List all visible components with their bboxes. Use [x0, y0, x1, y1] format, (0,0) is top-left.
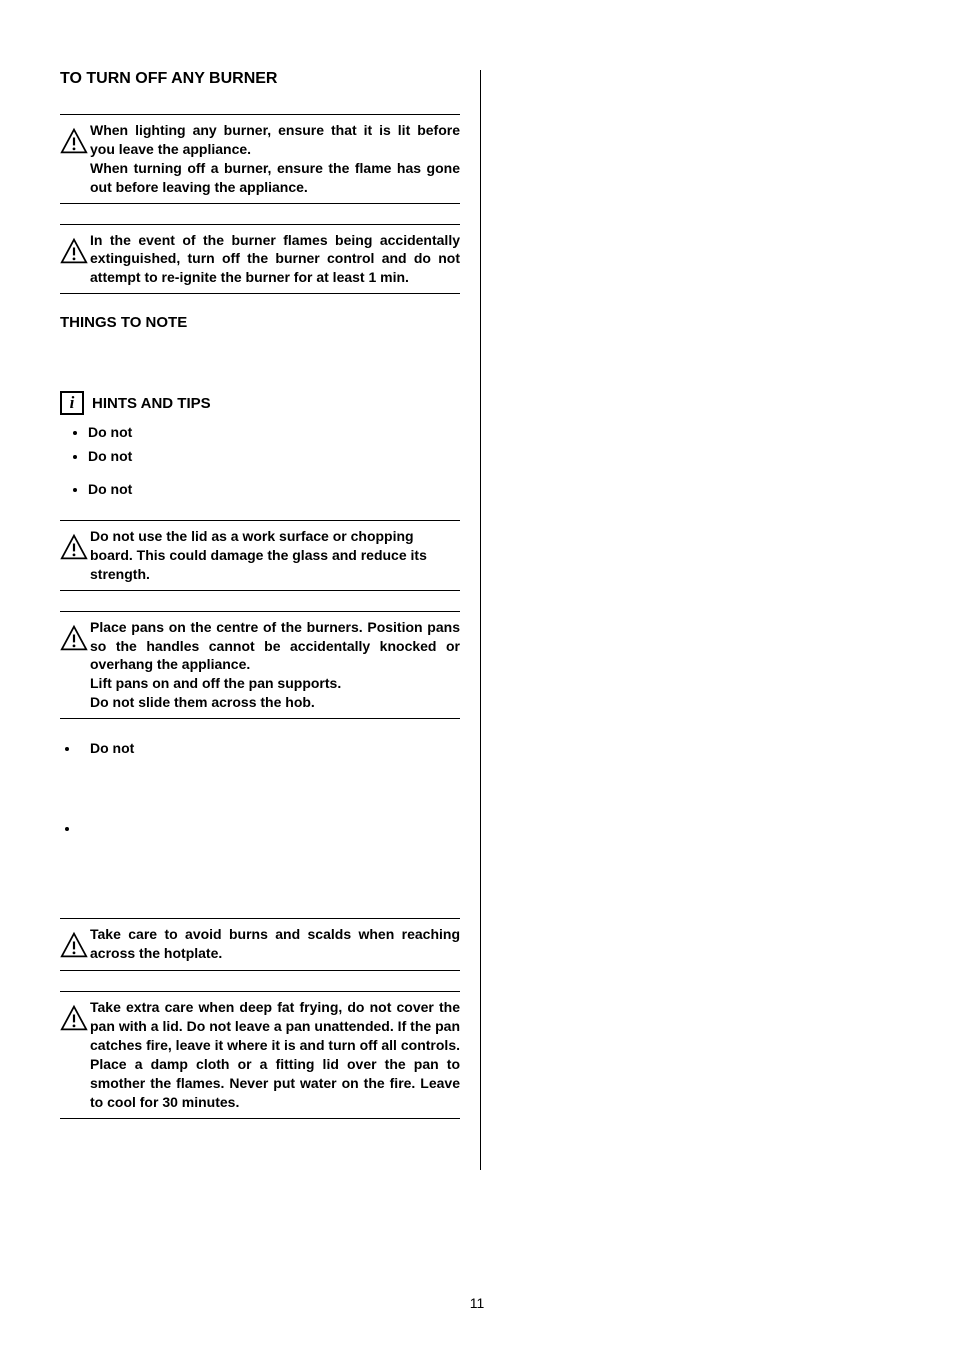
list-item	[80, 819, 460, 839]
warning-triangle-icon	[60, 121, 90, 160]
list-item: Do not	[88, 480, 460, 500]
info-icon: i	[60, 391, 84, 415]
list-item: Do not	[88, 447, 460, 467]
warning-box-lighting: When lighting any burner, ensure that it…	[60, 114, 460, 204]
warning-box-burns: Take care to avoid burns and scalds when…	[60, 918, 460, 971]
right-column	[480, 70, 880, 1170]
section-title-things-to-note: THINGS TO NOTE	[60, 314, 460, 331]
warning-text: Take care to avoid burns and scalds when…	[90, 925, 460, 963]
page: TO TURN OFF ANY BURNER When lighting any…	[0, 0, 954, 1351]
hints-list-top: Do not Do not	[60, 423, 460, 466]
warning-text: When lighting any burner, ensure that it…	[90, 121, 460, 197]
warning-text: In the event of the burner flames being …	[90, 231, 460, 288]
warning-text: Place pans on the centre of the burners.…	[90, 618, 460, 712]
warning-text: Take extra care when deep fat frying, do…	[90, 998, 460, 1111]
warning-box-deep-fry: Take extra care when deep fat frying, do…	[60, 991, 460, 1118]
warning-triangle-icon	[60, 998, 90, 1037]
page-number: 11	[0, 1295, 954, 1311]
warning-triangle-icon	[60, 527, 90, 566]
warning-triangle-icon	[60, 231, 90, 270]
list-item: Do not	[88, 423, 460, 443]
left-column: TO TURN OFF ANY BURNER When lighting any…	[60, 70, 460, 1170]
warning-triangle-icon	[60, 925, 90, 964]
hints-list-top-2: Do not	[60, 480, 460, 500]
warning-triangle-icon	[60, 618, 90, 657]
warning-box-lid: Do not use the lid as a work surface or …	[60, 520, 460, 591]
hints-title: HINTS AND TIPS	[92, 395, 211, 412]
warning-box-extinguished: In the event of the burner flames being …	[60, 224, 460, 295]
two-column-layout: TO TURN OFF ANY BURNER When lighting any…	[60, 70, 894, 1170]
hints-header: i HINTS AND TIPS	[60, 391, 460, 415]
hints-list-bottom: Do not	[60, 739, 460, 838]
list-item: Do not	[80, 739, 460, 759]
section-title-turn-off: TO TURN OFF ANY BURNER	[60, 70, 460, 88]
warning-text: Do not use the lid as a work surface or …	[90, 527, 460, 584]
warning-box-pans: Place pans on the centre of the burners.…	[60, 611, 460, 719]
